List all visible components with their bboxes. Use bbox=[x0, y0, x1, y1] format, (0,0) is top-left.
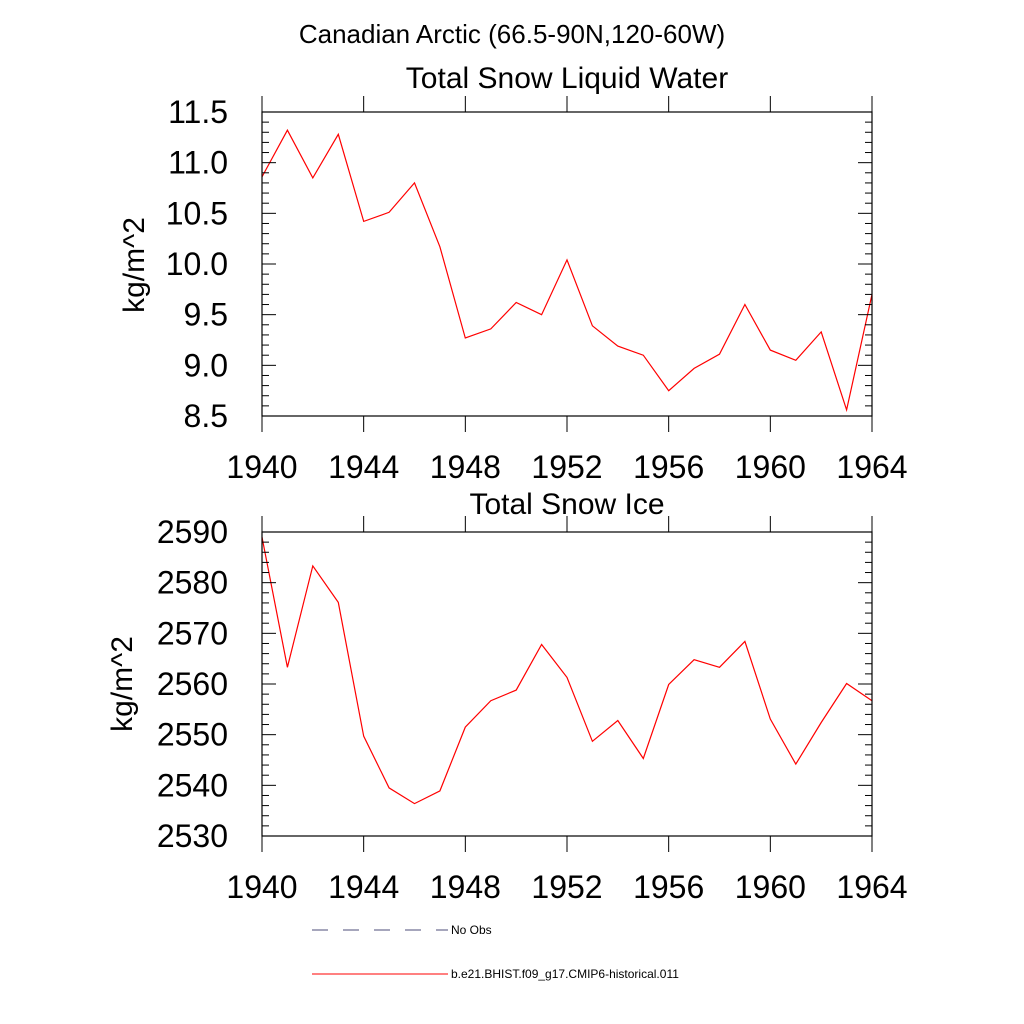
y-tick-label: 8.5 bbox=[184, 398, 228, 434]
x-tick-label: 1940 bbox=[226, 449, 297, 485]
y-tick-label: 2570 bbox=[157, 615, 228, 651]
x-tick-label: 1944 bbox=[328, 449, 399, 485]
legend-label: No Obs bbox=[451, 923, 492, 937]
y-tick-label: 11.0 bbox=[168, 145, 228, 181]
x-tick-label: 1956 bbox=[633, 449, 704, 485]
y-tick-label: 2550 bbox=[157, 717, 228, 753]
y-tick-label: 9.0 bbox=[184, 347, 228, 383]
x-tick-label: 1944 bbox=[328, 869, 399, 905]
x-tick-label: 1964 bbox=[836, 869, 907, 905]
panel-title: Total Snow Liquid Water bbox=[406, 62, 728, 95]
y-tick-label: 10.5 bbox=[166, 195, 228, 231]
x-tick-label: 1952 bbox=[531, 869, 602, 905]
series-line bbox=[261, 128, 873, 413]
x-tick-label: 1952 bbox=[531, 449, 602, 485]
x-tick-label: 1964 bbox=[836, 449, 907, 485]
legend-label: b.e21.BHIST.f09_g17.CMIP6-historical.011 bbox=[451, 967, 679, 981]
figure-title: Canadian Arctic (66.5-90N,120-60W) bbox=[299, 19, 725, 49]
legend: No Obs b.e21.BHIST.f09_g17.CMIP6-histori… bbox=[312, 923, 679, 981]
x-tick-label: 1948 bbox=[430, 449, 501, 485]
panel-title: Total Snow Ice bbox=[469, 488, 664, 521]
y-tick-label: 2580 bbox=[157, 565, 228, 601]
y-tick-label: 2560 bbox=[157, 666, 228, 702]
x-tick-label: 1940 bbox=[226, 869, 297, 905]
snow-liquid-water-panel: Total Snow Liquid Water kg/m^2 1940 1944 1… bbox=[118, 62, 908, 485]
y-tick-label: 10.0 bbox=[166, 246, 228, 282]
x-tick-label: 1948 bbox=[430, 869, 501, 905]
x-tick-label: 1960 bbox=[735, 449, 806, 485]
y-tick-label: 2540 bbox=[157, 767, 228, 803]
y-axis-label: kg/m^2 bbox=[106, 636, 139, 732]
y-tick-label: 9.5 bbox=[184, 297, 228, 333]
snow-ice-panel: Total Snow Ice kg/m^2 1940 1944 1948 1952 19… bbox=[106, 488, 908, 905]
y-axis-label: kg/m^2 bbox=[118, 217, 151, 313]
y-tick-label: 2530 bbox=[157, 818, 228, 854]
x-tick-label: 1956 bbox=[633, 869, 704, 905]
y-tick-label: 2590 bbox=[157, 514, 228, 550]
y-tick-label: 11.5 bbox=[168, 94, 228, 130]
x-tick-label: 1960 bbox=[735, 869, 806, 905]
series-line bbox=[261, 536, 873, 805]
